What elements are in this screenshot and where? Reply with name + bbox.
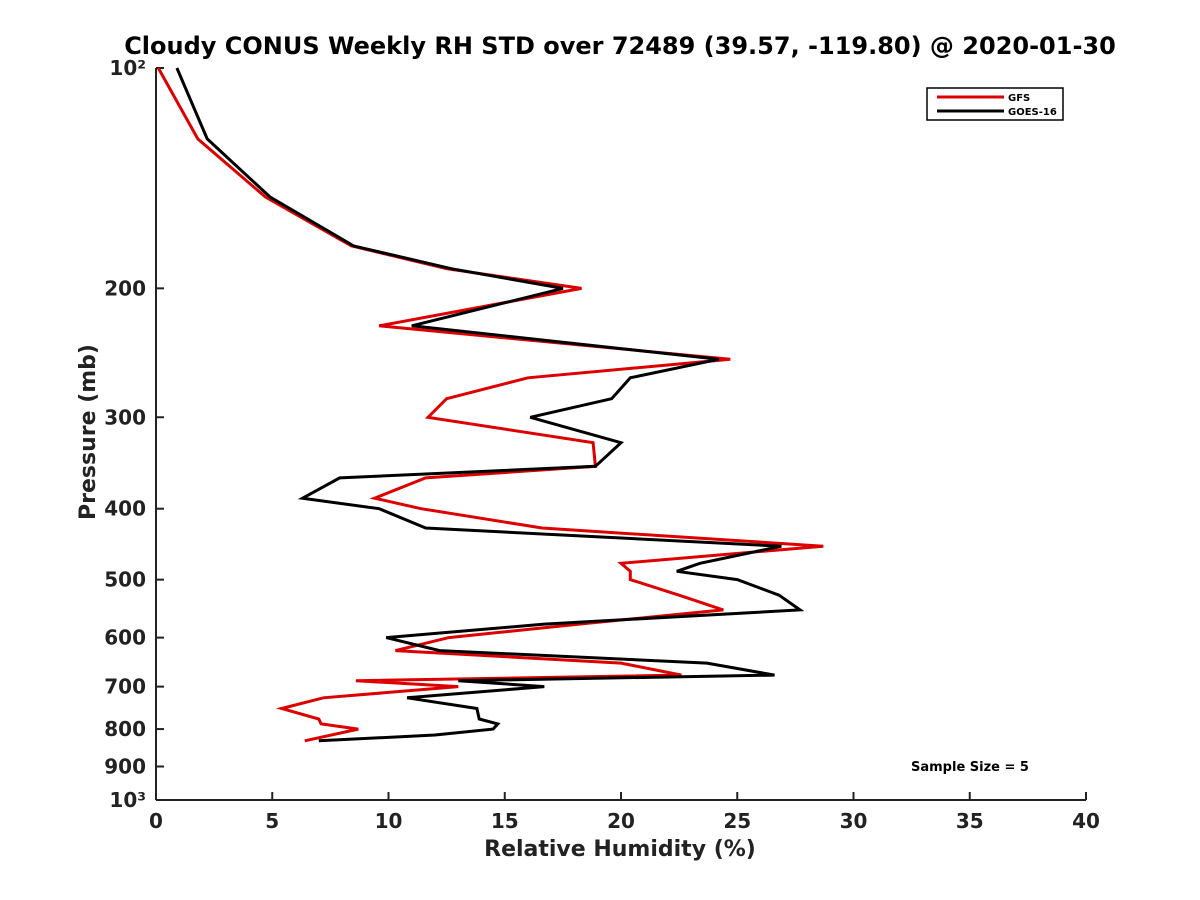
y-tick-label: 900 (104, 755, 146, 779)
x-ticks: 0 5 10 15 20 25 30 35 40 (149, 792, 1100, 833)
x-tick-label: 40 (1072, 809, 1100, 833)
series-lines (156, 67, 824, 743)
y-tick-label: 400 (104, 497, 146, 521)
y-tick-label: 300 (104, 405, 146, 429)
legend: GFS GOES-16 (926, 87, 1064, 121)
x-tick-label: 25 (723, 809, 751, 833)
legend-label-gfs: GFS (1008, 93, 1030, 104)
y-axis-label: Pressure (mb) (76, 344, 101, 520)
goes-16-series-line (175, 67, 805, 743)
y-tick-label: 10² (109, 56, 146, 80)
sample-size-annotation: Sample Size = 5 (911, 760, 1029, 775)
x-tick-label: 10 (375, 809, 403, 833)
y-tick-label: 600 (104, 626, 146, 650)
y-tick-label: 10³ (109, 788, 146, 812)
gfs-series-line (156, 67, 824, 743)
y-tick-label: 700 (104, 675, 146, 699)
legend-box (926, 87, 1064, 121)
chart-title: Cloudy CONUS Weekly RH STD over 72489 (3… (124, 32, 1116, 60)
y-tick-label: 200 (104, 276, 146, 300)
y-tick-label: 500 (104, 568, 146, 592)
x-tick-label: 5 (265, 809, 279, 833)
legend-label-goes16: GOES-16 (1008, 107, 1057, 118)
y-ticks: 10² 200 300 400 500 600 700 800 900 10³ (104, 56, 164, 812)
plot-area: 0 5 10 15 20 25 30 35 40 10² 200 300 400 500 600 700 80… (104, 56, 1100, 833)
y-tick-label: 800 (104, 717, 146, 741)
x-axis-label: Relative Humidity (%) (484, 837, 756, 862)
x-tick-label: 15 (491, 809, 519, 833)
x-tick-label: 0 (149, 809, 163, 833)
x-tick-label: 35 (956, 809, 984, 833)
x-tick-label: 30 (840, 809, 868, 833)
x-tick-label: 20 (607, 809, 635, 833)
